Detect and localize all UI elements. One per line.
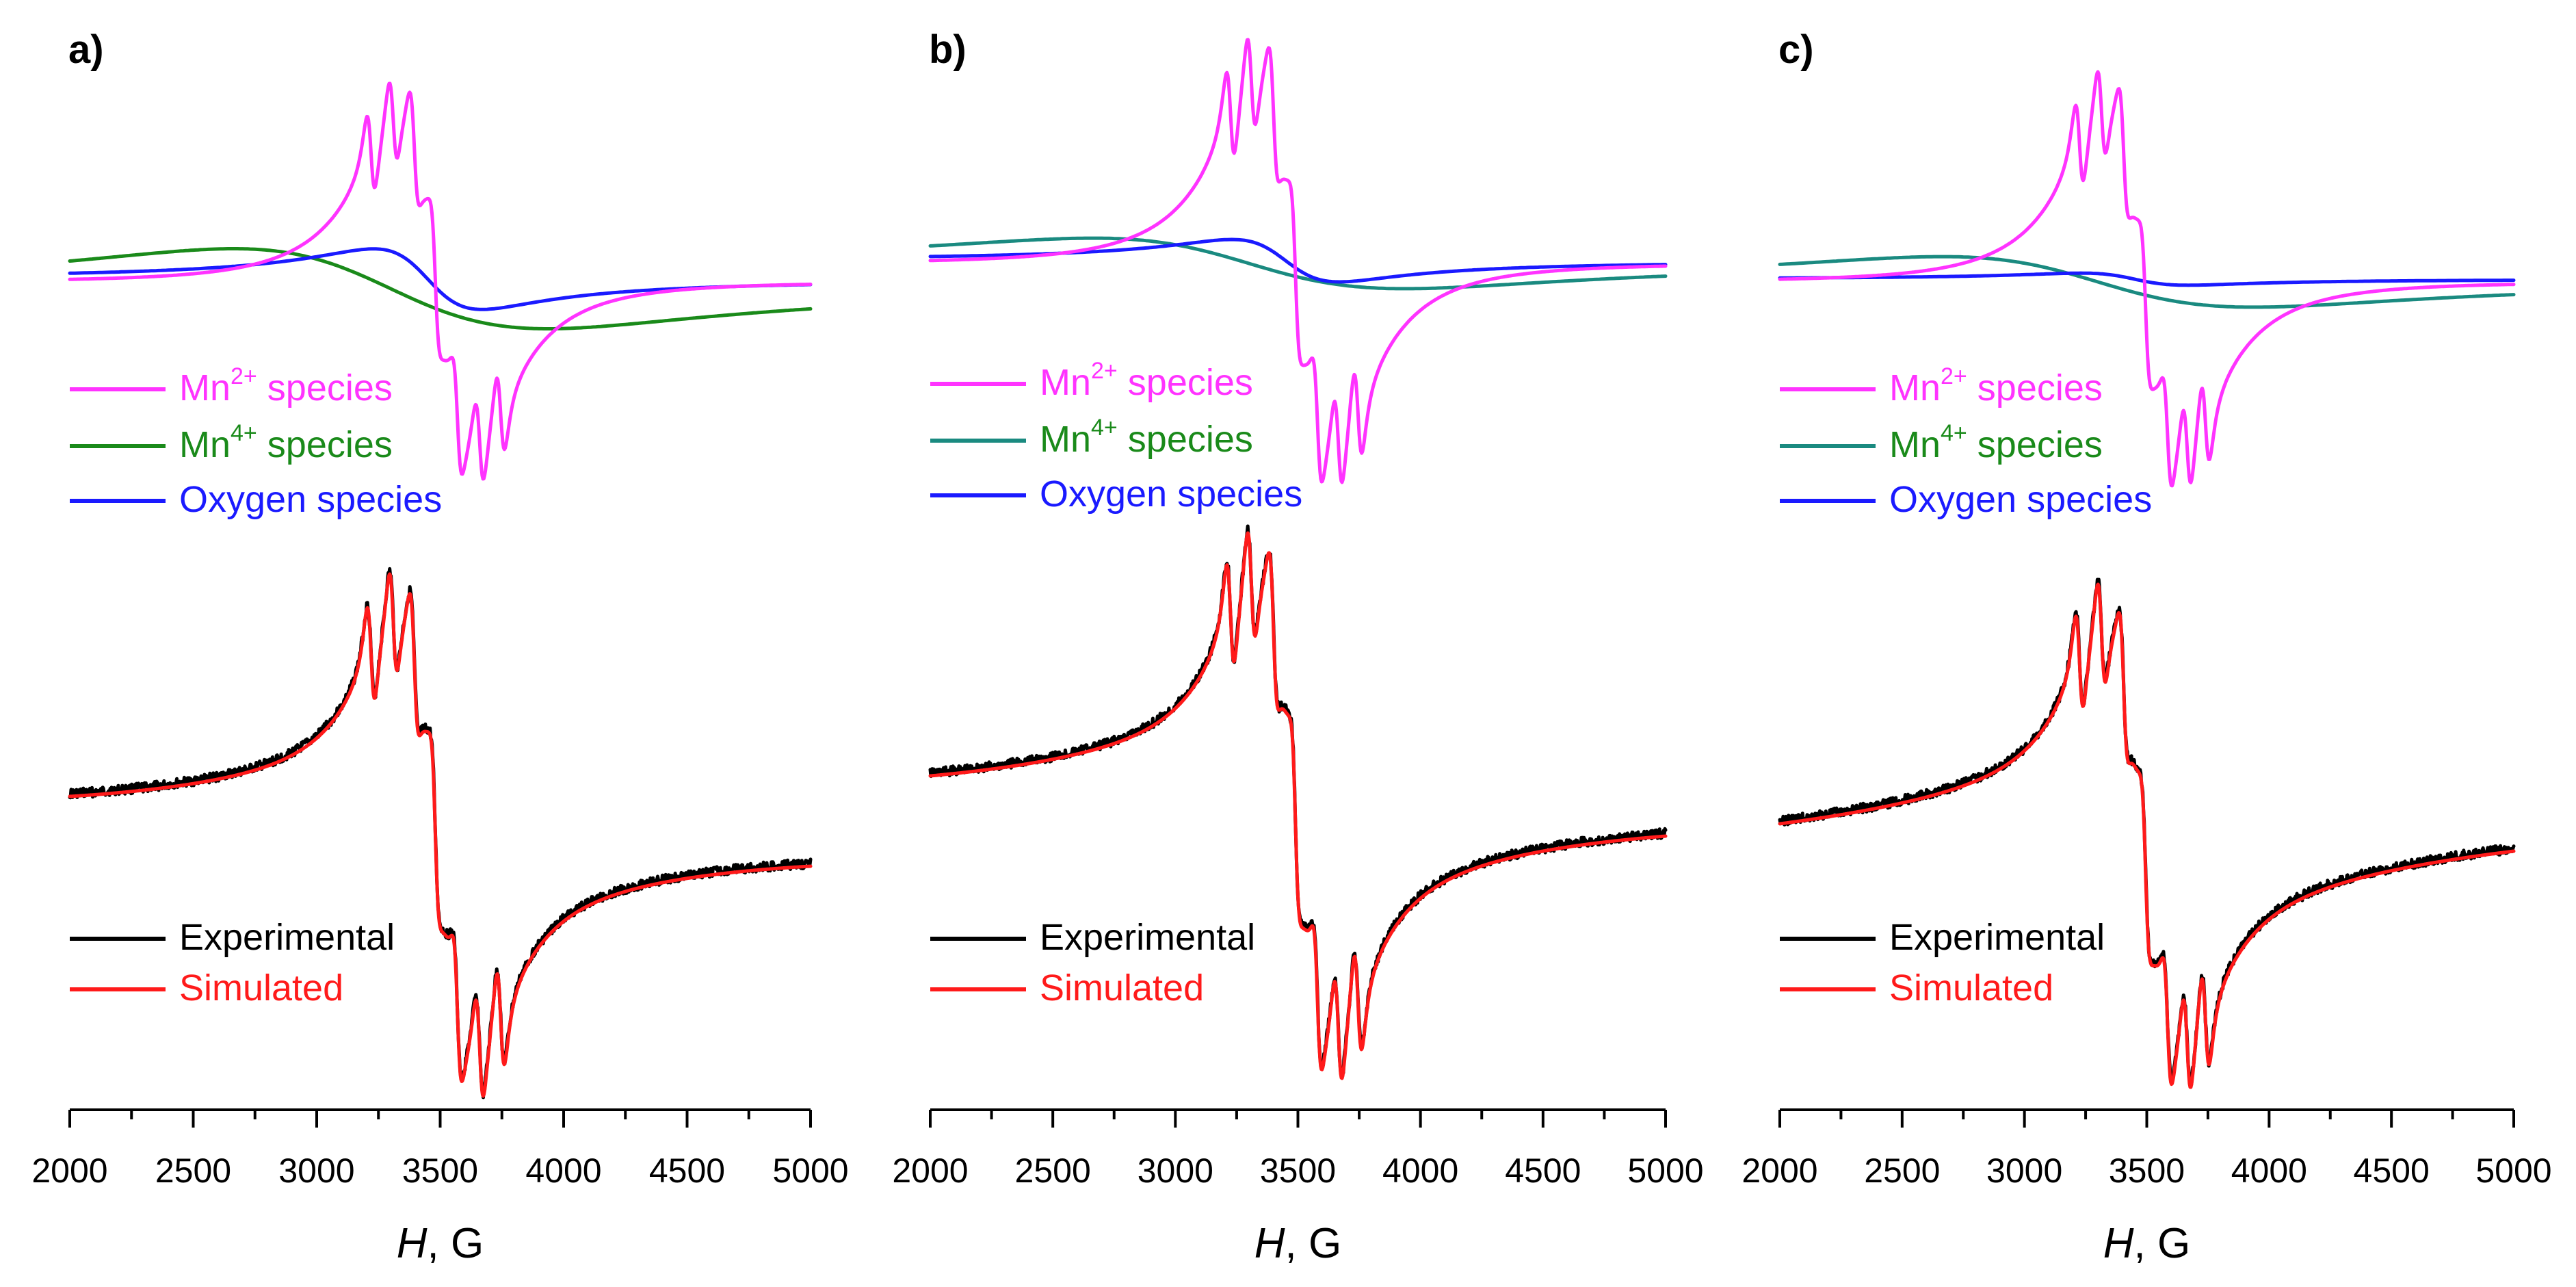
x-tick-label: 3000 bbox=[1986, 1152, 2062, 1190]
x-tick-label: 3000 bbox=[278, 1152, 354, 1190]
x-tick-label: 2500 bbox=[155, 1152, 231, 1190]
x-axis-title: H, G bbox=[397, 1220, 484, 1267]
chart-panel-a: a) Mn2+ species Mn4+ species Oxygen species… bbox=[31, 27, 848, 1267]
mn2-species-curve bbox=[1778, 70, 2516, 488]
x-tick-label: 3500 bbox=[1260, 1152, 1336, 1190]
mn2-species-curve bbox=[928, 38, 1668, 484]
x-tick-label: 2000 bbox=[892, 1152, 968, 1190]
legend-label-sim: Simulated bbox=[1040, 967, 1204, 1009]
mn2-species-curve bbox=[68, 81, 813, 481]
x-tick-label: 3000 bbox=[1138, 1152, 1213, 1190]
mn4-species-curve bbox=[928, 236, 1668, 291]
x-tick-label: 4500 bbox=[1505, 1152, 1581, 1190]
panel-label: b) bbox=[929, 27, 967, 72]
legend-label-mn4: Mn4+ species bbox=[1040, 415, 1253, 460]
x-tick-label: 5000 bbox=[2475, 1152, 2551, 1190]
oxygen-species-curve bbox=[68, 247, 813, 311]
x-tick-label: 4500 bbox=[2354, 1152, 2430, 1190]
x-axis-title: H, G bbox=[1254, 1220, 1341, 1267]
legend-label-exp: Experimental bbox=[1889, 917, 2105, 958]
legend-label-oxy: Oxygen species bbox=[1040, 473, 1302, 515]
legend-label-exp: Experimental bbox=[1040, 917, 1255, 958]
x-tick-label: 5000 bbox=[772, 1152, 848, 1190]
legend-label-mn2: Mn2+ species bbox=[1040, 358, 1253, 403]
x-tick-label: 2500 bbox=[1864, 1152, 1940, 1190]
simulated-curve bbox=[928, 531, 1668, 1080]
x-tick-label: 2500 bbox=[1015, 1152, 1091, 1190]
x-tick-label: 3500 bbox=[402, 1152, 478, 1190]
x-tick-label: 5000 bbox=[1627, 1152, 1703, 1190]
simulated-curve bbox=[68, 572, 813, 1098]
panel-label: a) bbox=[68, 27, 104, 72]
legend-label-mn4: Mn4+ species bbox=[1889, 420, 2103, 465]
legend-label-oxy: Oxygen species bbox=[1889, 479, 2152, 520]
chart-panel-c: c) Mn2+ species Mn4+ species Oxygen species… bbox=[1742, 27, 2551, 1267]
mn4-species-curve bbox=[68, 247, 813, 330]
x-tick-label: 3500 bbox=[2109, 1152, 2185, 1190]
legend-label-oxy: Oxygen species bbox=[179, 479, 442, 520]
legend-label-exp: Experimental bbox=[179, 917, 395, 958]
x-axis-title: H, G bbox=[2103, 1220, 2190, 1267]
x-tick-label: 4000 bbox=[1382, 1152, 1458, 1190]
legend-label-sim: Simulated bbox=[1889, 967, 2053, 1009]
x-tick-label: 4000 bbox=[2231, 1152, 2307, 1190]
legend-label-mn2: Mn2+ species bbox=[179, 363, 393, 408]
legend-label-mn4: Mn4+ species bbox=[179, 420, 393, 465]
chart-panel-b: b) Mn2+ species Mn4+ species Oxygen species… bbox=[892, 27, 1703, 1267]
x-tick-label: 2000 bbox=[31, 1152, 107, 1190]
experimental-curve bbox=[68, 567, 813, 1100]
x-tick-label: 2000 bbox=[1742, 1152, 1817, 1190]
x-tick-label: 4000 bbox=[525, 1152, 601, 1190]
legend-label-mn2: Mn2+ species bbox=[1889, 363, 2103, 408]
oxygen-species-curve bbox=[1778, 271, 2516, 287]
panel-label: c) bbox=[1778, 27, 1814, 72]
legend-label-sim: Simulated bbox=[179, 967, 343, 1009]
x-tick-label: 4500 bbox=[649, 1152, 725, 1190]
simulated-curve bbox=[1778, 582, 2516, 1089]
